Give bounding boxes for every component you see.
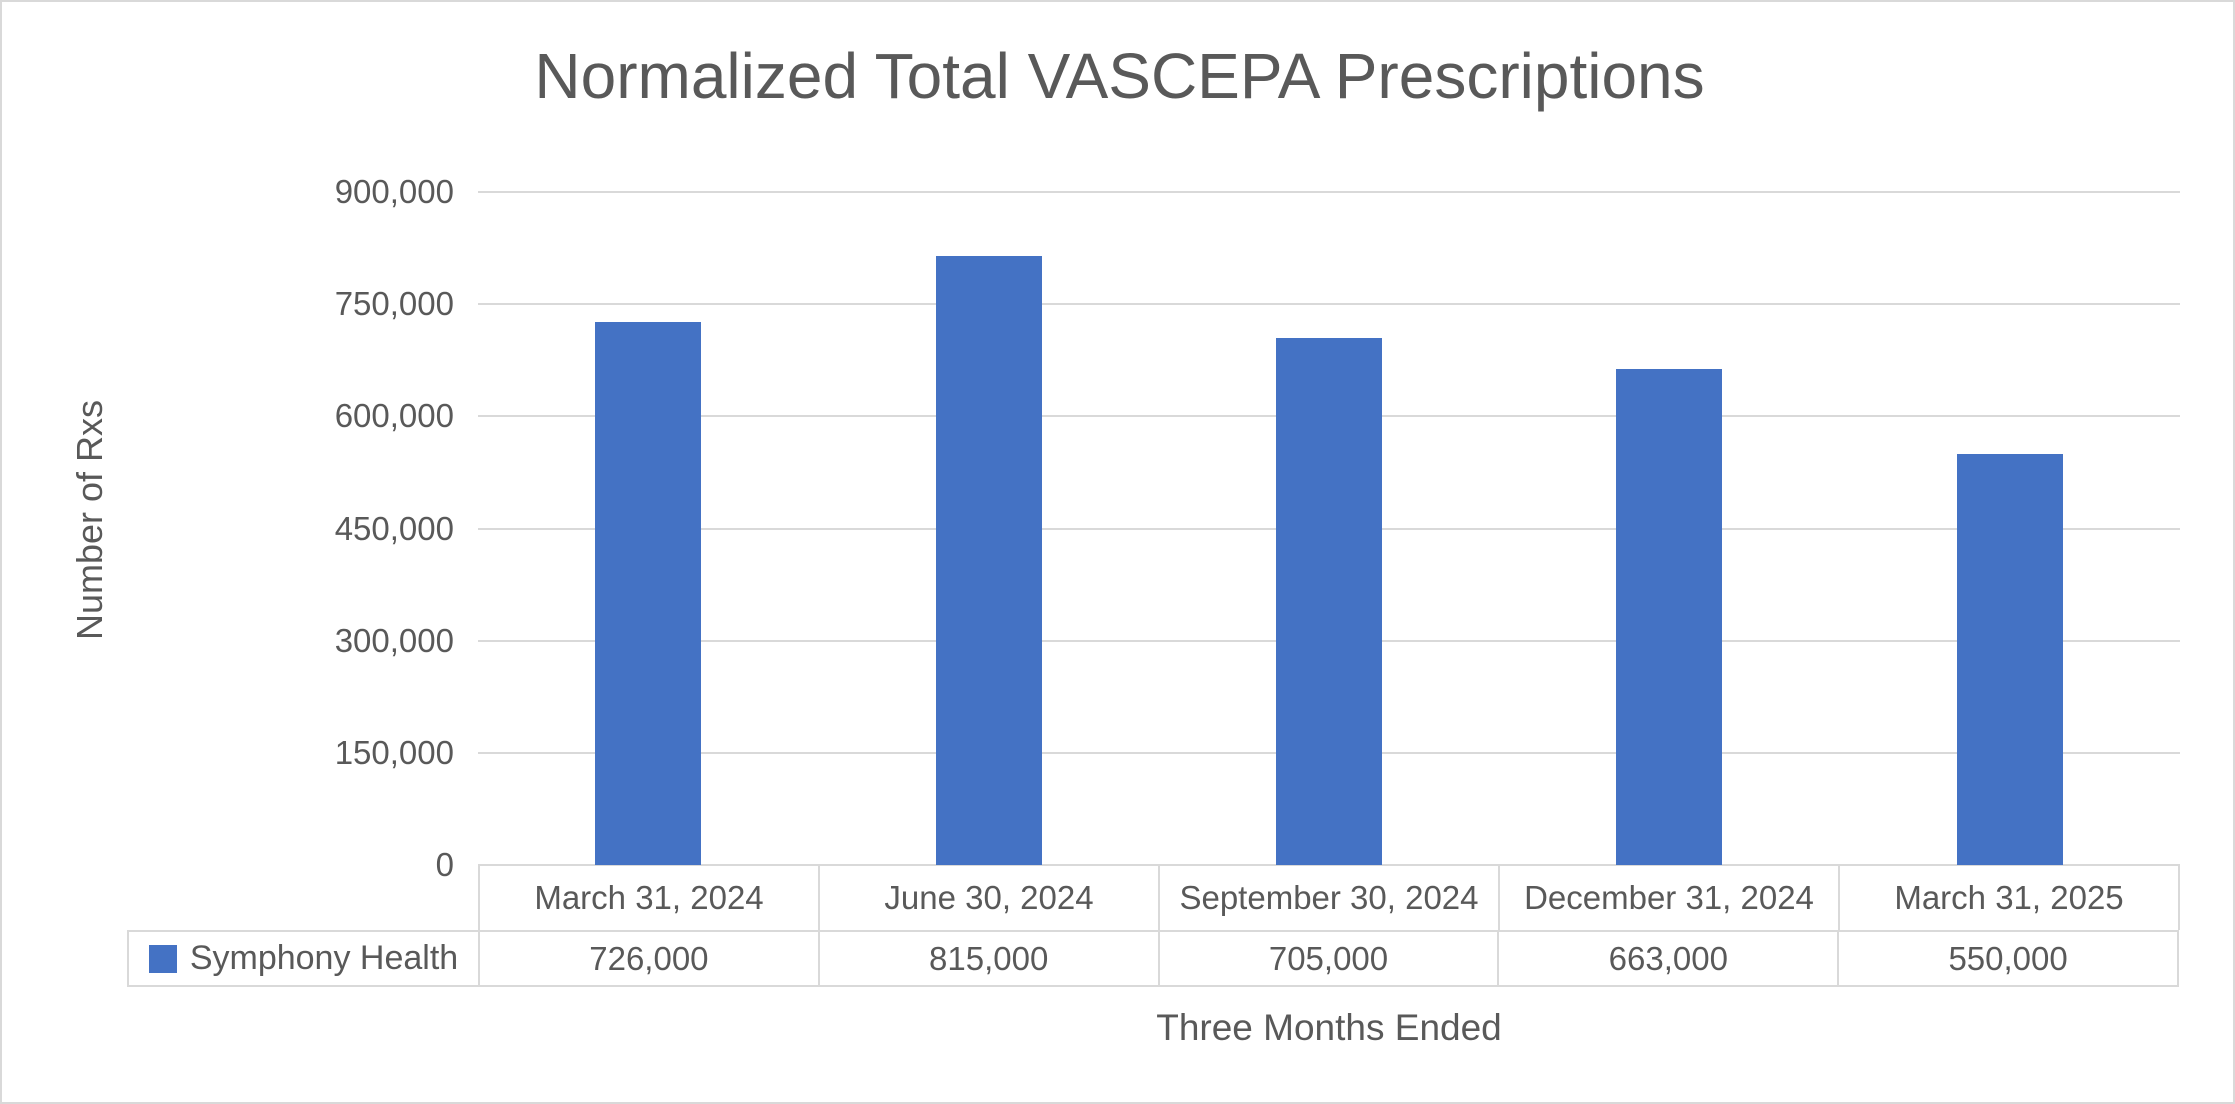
gridline — [478, 303, 2180, 306]
legend-swatch-icon — [148, 944, 177, 973]
bar — [935, 255, 1042, 865]
bar — [1956, 453, 2063, 865]
plot-area — [478, 191, 2180, 866]
category-header-cell: September 30, 2024 — [1158, 865, 1498, 930]
gridline — [478, 864, 2180, 866]
y-axis-tick-labels: 0 150,000 300,000 450,000 600,000 750,000 900,… — [2, 173, 454, 883]
category-header-cell: June 30, 2024 — [818, 865, 1158, 930]
x-axis-title: Three Months Ended — [1156, 1007, 1502, 1048]
category-header-cell: December 31, 2024 — [1498, 865, 1838, 930]
chart-title: Normalized Total VASCEPA Prescriptions — [534, 40, 1705, 112]
value-cell: 726,000 — [478, 932, 818, 985]
category-header-cell: March 31, 2025 — [1838, 865, 2178, 930]
bar — [1276, 337, 1382, 865]
y-tick-label: 300,000 — [334, 621, 454, 659]
bar — [595, 322, 702, 865]
value-cell: 815,000 — [817, 932, 1158, 985]
legend-label: Symphony Health — [189, 939, 459, 977]
y-tick-label: 900,000 — [334, 173, 454, 210]
gridline — [478, 191, 2180, 193]
bar — [1616, 369, 1723, 865]
y-tick-label: 750,000 — [334, 285, 454, 323]
y-tick-label: 450,000 — [334, 509, 454, 547]
legend: Symphony Health — [129, 932, 478, 985]
category-header-row: March 31, 2024 June 30, 2024 September 30,… — [478, 865, 2180, 930]
value-cell: 550,000 — [1837, 932, 2177, 985]
y-tick-label: 150,000 — [334, 733, 454, 771]
data-table-row: Symphony Health 726,000 815,000 705,000 663… — [127, 930, 2179, 987]
y-tick-label: 0 — [435, 846, 454, 883]
y-tick-label: 600,000 — [334, 397, 454, 435]
category-header-cell: March 31, 2024 — [478, 865, 818, 930]
value-cell: 663,000 — [1497, 932, 1837, 985]
value-cell: 705,000 — [1157, 932, 1498, 985]
